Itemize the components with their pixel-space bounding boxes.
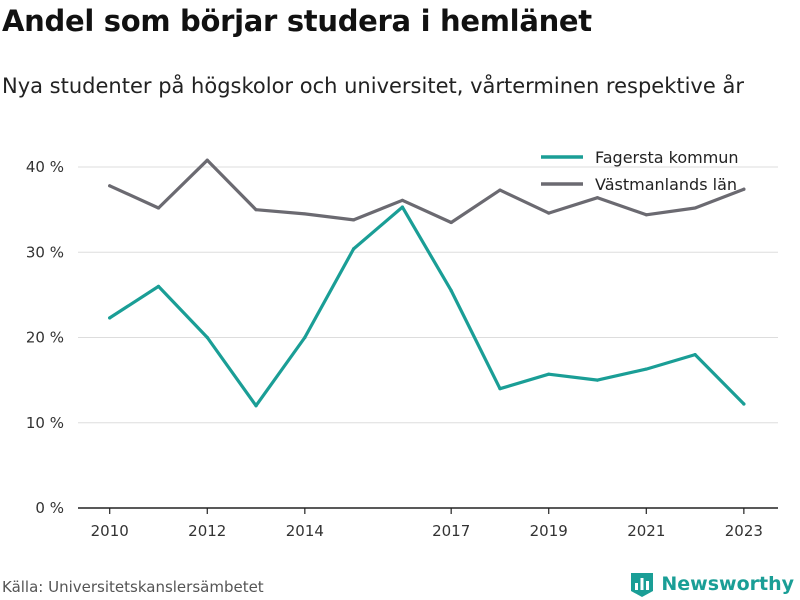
data-point <box>693 206 697 210</box>
data-point <box>498 387 502 391</box>
brand-logo: Newsworthy <box>629 568 794 600</box>
data-point <box>156 206 161 210</box>
data-point <box>352 218 356 222</box>
x-tick-label: 2012 <box>188 522 226 540</box>
x-tick-label: 2014 <box>286 522 324 540</box>
chart-title: Andel som börjar studera i hemlänet <box>2 4 592 38</box>
data-point <box>644 367 648 371</box>
y-tick-label: 30 % <box>26 243 64 261</box>
data-point <box>449 289 453 293</box>
data-point <box>205 158 209 162</box>
data-point <box>205 335 209 340</box>
data-point <box>303 335 307 340</box>
legend-label: Västmanlands län <box>595 175 737 194</box>
data-point <box>303 212 307 216</box>
y-tick-label: 20 % <box>26 329 64 347</box>
data-point <box>595 378 600 382</box>
x-tick-label: 2010 <box>91 522 129 540</box>
y-tick-label: 0 % <box>35 499 64 517</box>
brand-name: Newsworthy <box>661 573 794 595</box>
series-line-vastmanland <box>108 158 746 225</box>
source-note: Källa: Universitetskanslersämbetet <box>2 578 264 596</box>
data-point <box>595 196 600 200</box>
data-point <box>352 247 356 251</box>
x-tick-label: 2019 <box>530 522 568 540</box>
data-point <box>400 198 404 202</box>
x-tick-label: 2023 <box>725 522 763 540</box>
data-point <box>742 187 746 191</box>
data-point <box>108 184 112 188</box>
x-tick-label: 2021 <box>627 522 665 540</box>
data-point <box>498 188 502 192</box>
data-point <box>547 372 551 376</box>
data-point <box>108 316 112 320</box>
data-point <box>254 404 258 408</box>
data-point <box>254 208 258 212</box>
data-point <box>449 220 453 225</box>
series-line-fagersta <box>108 205 746 408</box>
data-point <box>693 352 697 357</box>
data-point <box>644 213 648 217</box>
data-point <box>742 402 746 406</box>
data-point <box>400 205 404 209</box>
y-tick-label: 40 % <box>26 158 64 176</box>
data-point <box>156 284 161 288</box>
x-tick-label: 2017 <box>432 522 470 540</box>
bar-chart-icon <box>631 573 654 597</box>
chart-subtitle: Nya studenter på högskolor och universit… <box>2 74 744 98</box>
data-point <box>547 211 551 215</box>
legend-label: Fagersta kommun <box>595 148 739 167</box>
line-chart: 0 % 10 % 20 % 30 % 40 % 2010 2012 2014 2017 2019 2… <box>26 148 778 540</box>
y-tick-label: 10 % <box>26 414 64 432</box>
